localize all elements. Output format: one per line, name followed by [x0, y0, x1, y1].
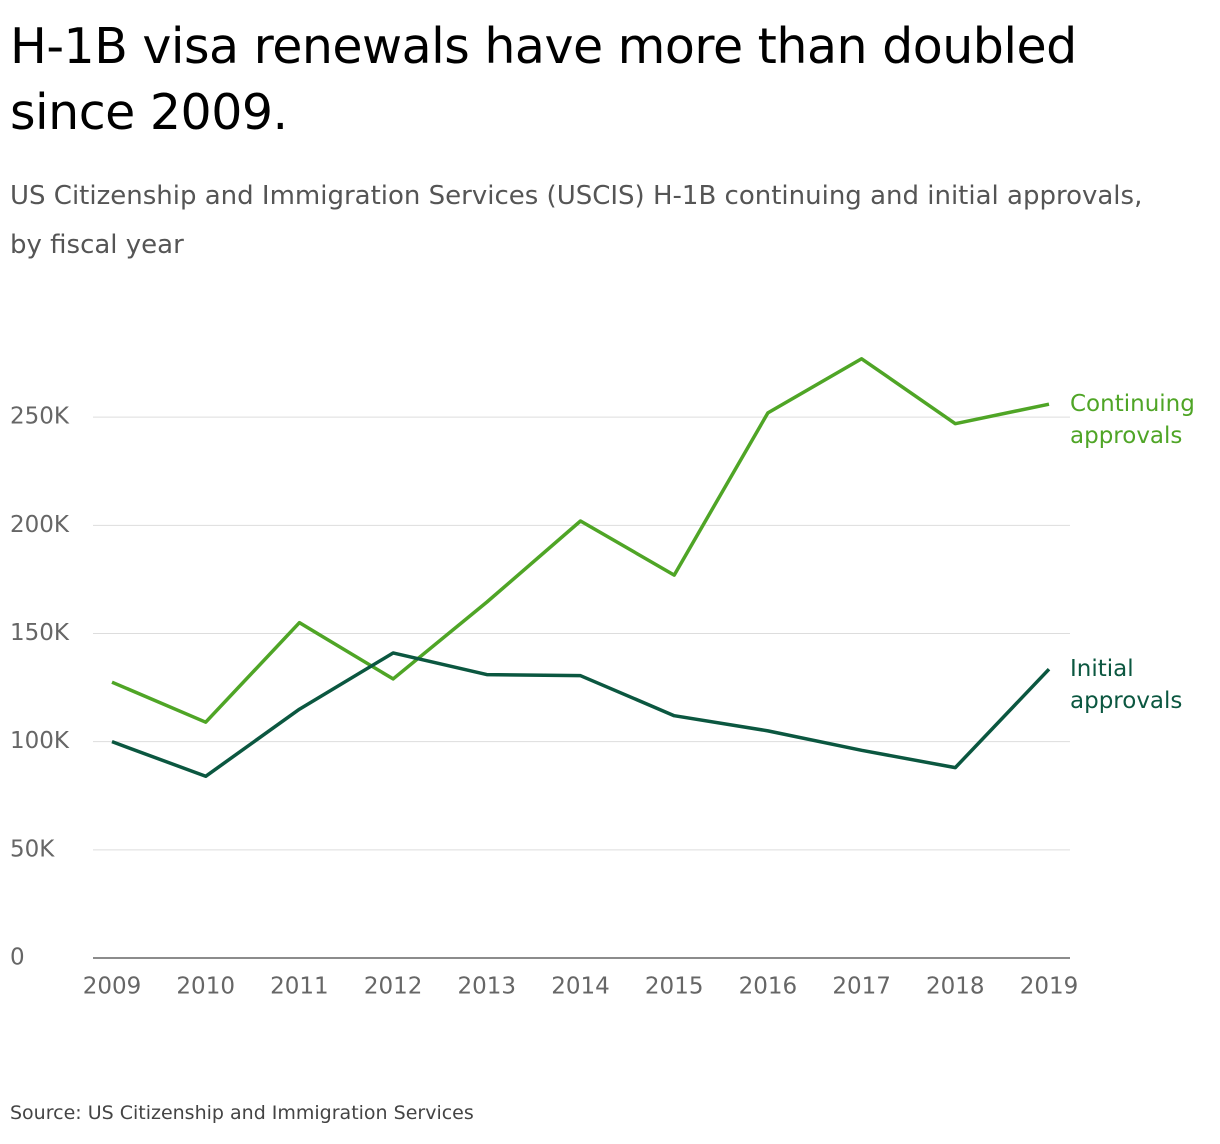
data-line	[111, 357, 1050, 724]
x-tick-label: 2018	[926, 974, 985, 1000]
y-tick-label: 250K	[10, 404, 70, 430]
y-tick-label: 0	[10, 945, 25, 971]
y-tick-label: 50K	[10, 836, 55, 862]
source-note: Source: US Citizenship and Immigration S…	[10, 1102, 474, 1124]
x-tick-label: 2015	[645, 974, 704, 1000]
x-tick-label: 2014	[551, 974, 610, 1000]
x-tick-label: 2016	[739, 974, 798, 1000]
y-tick-label: 100K	[10, 728, 70, 754]
y-tick-label: 150K	[10, 620, 70, 646]
x-tick-label: 2013	[458, 974, 517, 1000]
x-tick-label: 2009	[83, 974, 142, 1000]
x-tick-label: 2012	[364, 974, 423, 1000]
data-line	[111, 651, 1051, 779]
chart-title: H-1B visa renewals have more than double…	[10, 18, 1077, 141]
series-label: Initial approvals	[1070, 656, 1183, 715]
x-tick-label: 2010	[176, 974, 235, 1000]
series-label: Continuing approvals	[1070, 391, 1195, 450]
x-tick-label: 2017	[832, 974, 891, 1000]
y-tick-label: 200K	[10, 512, 70, 538]
x-tick-label: 2011	[270, 974, 329, 1000]
x-tick-label: 2019	[1020, 974, 1079, 1000]
chart-subtitle: US Citizenship and Immigration Services …	[10, 181, 1143, 260]
